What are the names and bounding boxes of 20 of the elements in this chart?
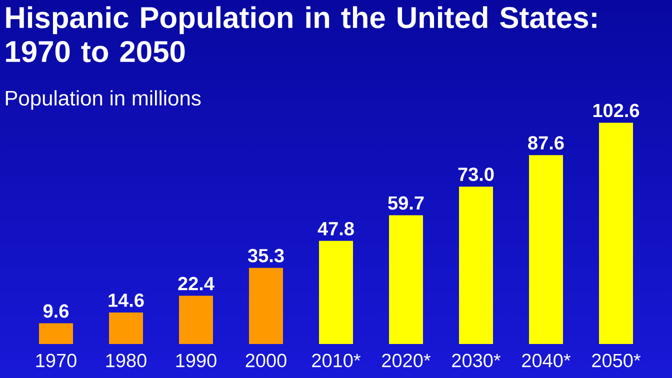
data-label: 22.4 — [178, 276, 214, 290]
x-tick-label: 2040* — [522, 354, 571, 368]
data-label: 73.0 — [458, 168, 494, 182]
x-tick-label: 2010* — [312, 354, 361, 368]
chart-subtitle: Population in millions — [6, 90, 201, 110]
x-tick-label: 2030* — [452, 354, 501, 368]
data-label: 35.3 — [248, 248, 284, 262]
chart-title: Hispanic Population in the United States: 1970 to 2050 — [6, 6, 596, 62]
data-label: 102.6 — [593, 104, 640, 118]
x-tick-label: 1990 — [176, 354, 216, 368]
x-tick-label: 2050* — [592, 354, 641, 368]
x-tick-label: 2020* — [382, 354, 431, 368]
x-tick-label: 1980 — [106, 354, 146, 368]
data-label: 47.8 — [318, 222, 354, 236]
data-label: 59.7 — [388, 196, 424, 210]
data-label: 9.6 — [43, 304, 69, 318]
data-label: 14.6 — [108, 294, 144, 307]
data-label: 87.6 — [528, 136, 564, 150]
x-tick-label: 1970 — [36, 354, 76, 368]
x-tick-label: 2000 — [246, 354, 286, 368]
